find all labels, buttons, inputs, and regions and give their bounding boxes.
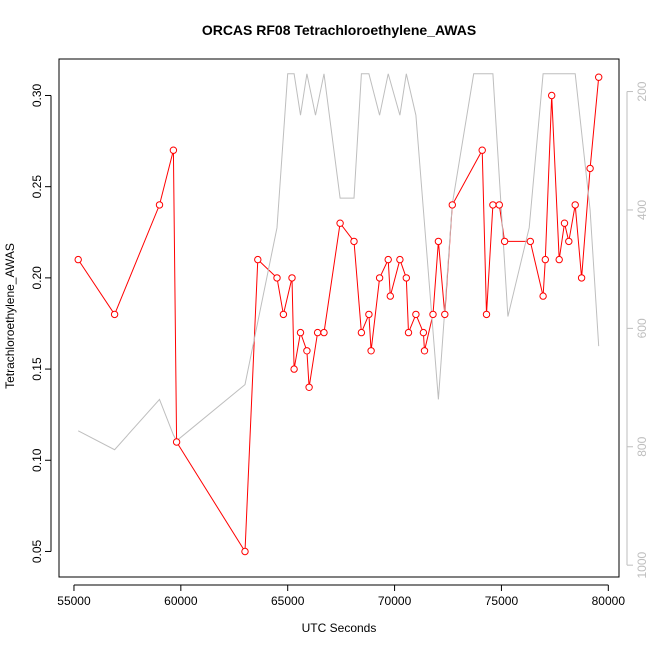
data-point: [172, 438, 181, 446]
data-point: [500, 237, 509, 246]
y2-tick-label: 200: [635, 81, 649, 101]
data-point: [384, 255, 392, 264]
data-point: [320, 328, 328, 337]
data-point: [404, 328, 413, 337]
x-tick-label: 80000: [592, 594, 626, 608]
y-tick-label: 0.10: [30, 448, 44, 472]
data-point: [313, 328, 322, 337]
data-point: [526, 237, 534, 246]
data-point: [448, 201, 456, 209]
data-point: [482, 310, 491, 319]
data-point: [495, 201, 503, 209]
data-point: [254, 255, 262, 264]
data-point: [279, 310, 288, 319]
y-tick-label: 0.25: [30, 175, 44, 199]
data-point: [555, 255, 563, 264]
y-tick-label: 0.20: [30, 266, 44, 290]
plot-layer: 55000 60000 65000 70000 75000 80000 0.05 0.10 0.…: [30, 58, 649, 608]
x-tick-label: 70000: [378, 594, 412, 608]
data-point: [375, 274, 384, 282]
data-point: [441, 310, 449, 319]
data-point: [586, 164, 594, 173]
data-point: [155, 201, 164, 209]
data-point: [541, 255, 549, 264]
data-point: [290, 365, 298, 373]
y-tick-label: 0.15: [30, 357, 44, 381]
x-axis-label: UTC Seconds: [302, 621, 377, 635]
data-point: [539, 292, 547, 300]
primary-series-line: [77, 77, 600, 554]
data-point: [434, 237, 443, 246]
data-point: [595, 73, 603, 81]
plot-frame: [58, 58, 620, 578]
data-point: [241, 547, 249, 556]
y2-tick-label: 400: [635, 200, 649, 220]
data-point: [305, 383, 313, 391]
y2-tick-label: 800: [635, 436, 649, 456]
x-tick-label: 75000: [485, 594, 519, 608]
data-point: [548, 91, 556, 100]
chart-title: ORCAS RF08 Tetrachloroethylene_AWAS: [202, 22, 476, 38]
secondary-series-line: [77, 73, 600, 451]
data-point: [296, 328, 305, 337]
data-point: [396, 255, 404, 264]
data-point: [577, 274, 586, 282]
data-point: [412, 310, 420, 319]
y-tick-label: 0.30: [30, 83, 44, 107]
data-point: [429, 310, 437, 319]
data-point: [74, 255, 82, 264]
data-point: [303, 347, 311, 355]
data-point: [489, 201, 497, 209]
data-point: [336, 219, 344, 227]
data-point: [288, 274, 296, 282]
data-point: [350, 237, 358, 246]
x-tick-label: 65000: [271, 594, 305, 608]
data-point: [419, 328, 428, 337]
data-point: [565, 237, 573, 246]
data-point: [478, 146, 486, 154]
data-point: [402, 274, 410, 282]
data-point: [169, 146, 178, 154]
data-point: [273, 274, 281, 282]
data-point: [560, 219, 569, 227]
x-tick-label: 55000: [57, 594, 91, 608]
data-point: [571, 201, 579, 209]
x-tick-label: 60000: [164, 594, 198, 608]
y-tick-label: 0.05: [30, 539, 44, 563]
data-point: [357, 328, 366, 337]
data-point: [110, 310, 119, 319]
y-axis-label: Tetrachloroethylene_AWAS: [3, 243, 17, 389]
data-point: [365, 310, 373, 319]
y2-tick-label: 1000: [635, 551, 649, 578]
y2-tick-label: 600: [635, 318, 649, 338]
data-point: [420, 347, 429, 355]
data-point: [367, 347, 375, 355]
data-point: [386, 292, 394, 300]
